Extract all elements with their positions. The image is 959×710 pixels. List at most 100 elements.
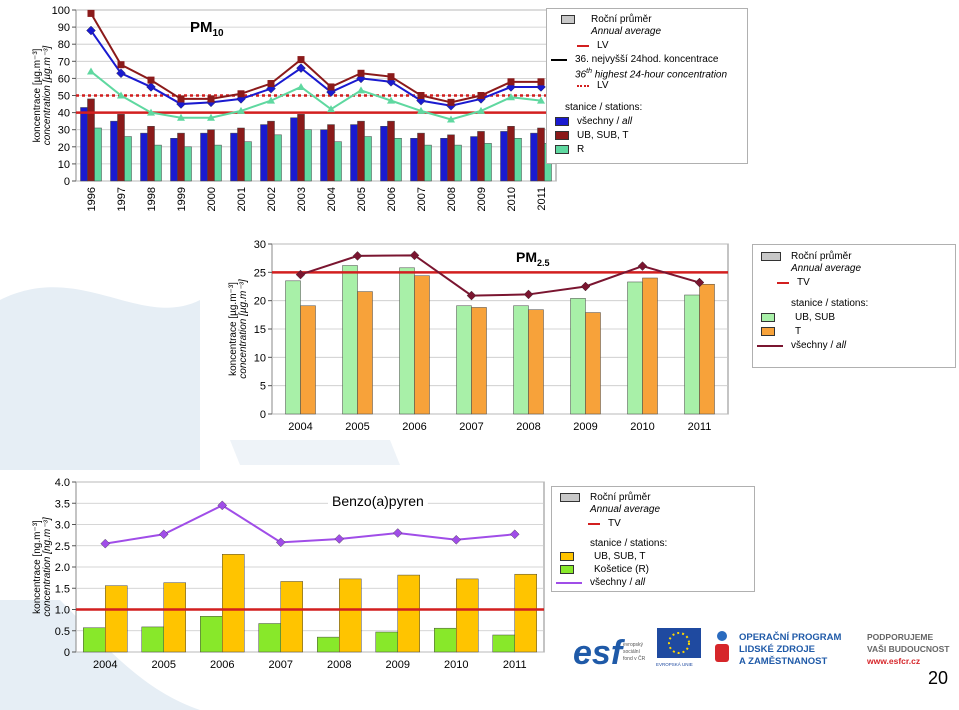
line-point <box>580 281 591 292</box>
legend-t: T <box>795 326 802 337</box>
bar <box>222 554 245 653</box>
legend-ub: UB, SUB <box>795 312 836 323</box>
bar <box>285 280 301 415</box>
bar <box>280 581 303 653</box>
pm10-legend: Roční průměr Annual average LV 36. nejvy… <box>546 8 748 164</box>
y-tick-label: 20 <box>58 142 70 154</box>
bar <box>124 136 132 182</box>
line-point <box>267 96 275 104</box>
bar <box>528 309 544 415</box>
x-tick-label: 2001 <box>236 187 248 211</box>
bar <box>570 298 586 415</box>
y-tick-label: 2.5 <box>55 541 70 553</box>
bar <box>387 120 395 182</box>
pm10-chart: 0 10 20 30 40 50 60 70 80 90 100 koncentrace [µg.m⁻… <box>32 5 557 211</box>
legend-all: všechny / all <box>590 577 646 588</box>
legend-tv: TV <box>608 518 621 529</box>
y-tick-label: 5 <box>260 381 266 393</box>
legend-conc-cz: 36. nejvyšší 24hod. koncentrace <box>575 54 719 65</box>
y-tick-label: 80 <box>58 39 70 51</box>
y-tick-label: 30 <box>58 125 70 137</box>
legend-annual-cz: Roční průměr <box>591 14 652 25</box>
y-tick-label: 25 <box>254 267 266 279</box>
bar <box>530 132 538 182</box>
bar <box>447 134 455 182</box>
x-tick-label: 2008 <box>446 187 458 211</box>
line-point <box>537 78 545 86</box>
bar <box>147 126 155 182</box>
support-url: www.esfcr.cz <box>866 656 920 666</box>
legend-line-all <box>757 345 783 347</box>
bar <box>699 283 715 415</box>
x-tick-label: 2006 <box>386 187 398 211</box>
bar <box>297 114 305 182</box>
y-tick-label: 2.0 <box>55 562 70 574</box>
legend-line-tv <box>588 523 600 525</box>
bar <box>342 265 358 415</box>
y-tick-label: 1.5 <box>55 583 70 595</box>
line-point <box>409 250 420 261</box>
bar <box>440 138 448 182</box>
bar <box>200 616 223 653</box>
bar <box>317 636 340 653</box>
bar <box>237 127 245 182</box>
legend-annual-en: Annual average <box>591 26 662 37</box>
x-tick-label: 2006 <box>210 659 234 671</box>
line-point <box>447 98 455 106</box>
bar <box>260 124 268 182</box>
line-point <box>466 290 477 301</box>
bar <box>454 144 462 182</box>
support-logo: PODPORUJEME VAŠI BUDOUCNOST www.esfcr.cz <box>866 632 950 666</box>
bar <box>627 281 643 415</box>
legend-swatch-r <box>555 145 569 154</box>
legend-kos: Košetice (R) <box>594 564 650 575</box>
esf-logo: esf evropský sociální fond v ČR <box>571 628 651 672</box>
x-tick-label: 2008 <box>327 659 351 671</box>
support-line1: PODPORUJEME <box>867 632 933 642</box>
esf-caption-2: sociální <box>623 649 641 655</box>
line-point <box>477 106 485 114</box>
x-tick-label: 2010 <box>630 421 654 433</box>
x-tick-label: 2009 <box>386 659 410 671</box>
y-tick-label: 1.0 <box>55 605 70 617</box>
legend-line-lv <box>577 45 589 47</box>
legend-ub: UB, SUB, T <box>594 551 646 562</box>
line-point <box>87 67 95 75</box>
x-tick-label: 1998 <box>146 187 158 211</box>
pm25-legend: Roční průměr Annual average TV stanice /… <box>752 244 956 368</box>
x-tick-label: 2006 <box>402 421 426 433</box>
bar <box>514 573 537 653</box>
line-point <box>447 115 455 123</box>
y-tick-label: 0 <box>260 409 266 421</box>
y-tick-label: 0 <box>64 176 70 188</box>
logos-svg: esf evropský sociální fond v ČR EVROPSKÁ… <box>571 628 950 672</box>
bar <box>267 120 275 182</box>
line-point <box>334 534 345 544</box>
bar <box>290 117 298 182</box>
line-point <box>387 73 395 81</box>
bar <box>410 138 418 182</box>
bar <box>87 98 95 182</box>
legend-swatch-ub <box>560 552 574 561</box>
x-tick-label: 2011 <box>688 421 712 433</box>
legend-tv: TV <box>797 277 810 288</box>
legend-lv: LV <box>597 40 609 51</box>
y-axis-label-en: concentration [µg.m⁻³] <box>42 46 53 146</box>
line-point <box>523 289 534 300</box>
bar <box>424 144 432 182</box>
y-tick-label: 50 <box>58 91 70 103</box>
series-line <box>105 504 515 545</box>
bar <box>170 138 178 182</box>
line-point <box>637 261 648 271</box>
legend-conc-en: 36th highest 24-hour concentration <box>575 68 728 81</box>
bar <box>334 141 342 182</box>
op-line1: OPERAČNÍ PROGRAM <box>739 631 841 643</box>
line-point <box>237 90 245 98</box>
x-tick-label: 2008 <box>516 421 540 433</box>
bar <box>471 307 487 415</box>
line-point <box>177 95 185 103</box>
bap-chart: 0 0.5 1.0 1.5 2.0 2.5 3.0 3.5 4.0 koncentrace [ng… <box>32 477 545 671</box>
y-tick-label: 90 <box>58 22 70 34</box>
bar <box>397 574 420 653</box>
legend-swatch-annual <box>560 493 580 502</box>
